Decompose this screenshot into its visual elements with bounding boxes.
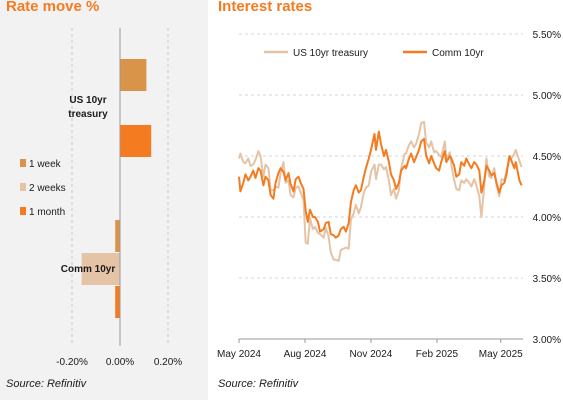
rate-move-title: Rate move % [6,0,100,15]
legend-label: Comm 10yr [432,48,484,59]
interest-rates-panel: Interest rates 3.00% 3.50% 4.00% 4.50% 5.00%… [208,0,563,400]
legend-swatch [20,159,26,167]
bar-1-month [120,125,152,157]
category-label: treasury [68,109,108,120]
legend-label: US 10yr treasury [293,48,368,59]
legend-swatch [20,207,26,215]
bar-1-week [115,220,120,252]
legend-label: 2 weeks [29,183,66,194]
x-tick-label: May 2025 [479,349,523,360]
bar-2-weeks [81,253,120,285]
interest-rates-line-chart: 3.00% 3.50% 4.00% 4.50% 5.00% 5.50% May 2024 Au… [217,30,561,360]
y-tick-label: 4.50% [533,152,561,163]
x-tick-label: Aug 2024 [284,349,327,360]
x-tick-label: 0.20% [154,357,182,368]
legend-label: 1 week [29,159,62,170]
series-line-Comm-10yr [238,130,523,239]
category-label: US 10yr [69,95,106,106]
legend-label: 1 month [29,207,65,218]
x-tick-label: May 2024 [217,349,261,360]
y-tick-label: 5.00% [533,91,561,102]
rate-move-panel: Rate move % -0.20% 0.00% 0.20% US 10yr treas… [0,0,208,400]
y-tick-label: 3.50% [533,274,561,285]
bar-1-week [120,59,147,91]
x-tick-label: 0.00% [106,357,134,368]
x-tick-label: Nov 2024 [350,349,393,360]
rate-move-bar-chart: -0.20% 0.00% 0.20% US 10yr treasury Comm 10yr… [20,28,182,368]
interest-rates-title: Interest rates [218,0,313,15]
x-tick-label: -0.20% [56,357,88,368]
x-tick-label: Feb 2025 [416,349,459,360]
interest-rates-source: Source: Refinitiv [218,378,299,390]
bar-1-month [115,286,120,318]
y-tick-label: 5.50% [533,30,561,41]
legend-swatch [20,183,26,191]
rate-move-source: Source: Refinitiv [6,378,87,390]
y-tick-label: 3.00% [533,335,561,346]
y-tick-label: 4.00% [533,213,561,224]
category-label: Comm 10yr [61,264,116,275]
